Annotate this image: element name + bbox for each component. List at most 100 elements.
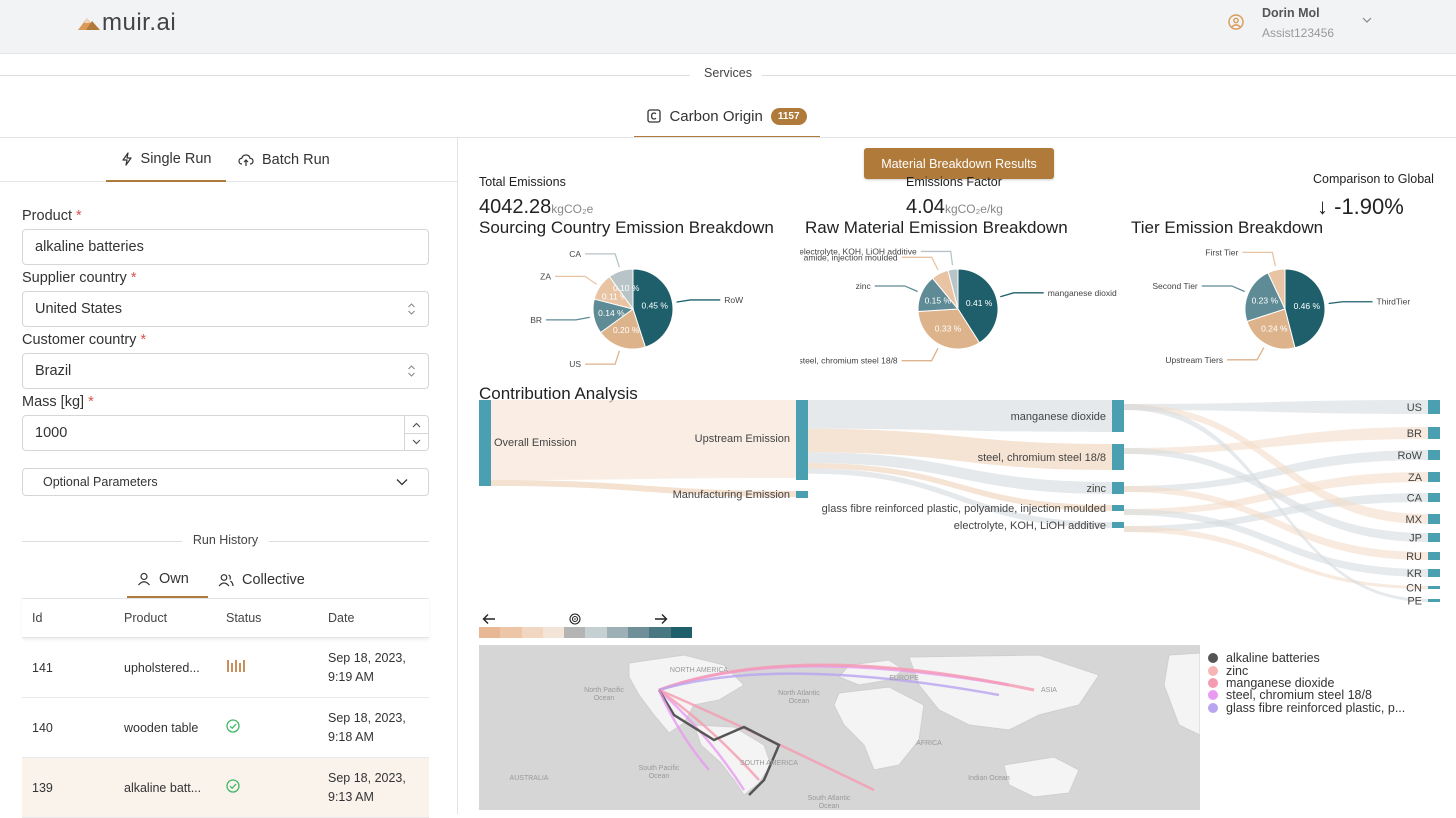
chevron-down-icon — [396, 479, 408, 486]
sort-arrows-icon — [408, 365, 415, 377]
color-scale-swatch — [606, 627, 629, 638]
map-label: North Atlantic Ocean — [778, 690, 820, 705]
sankey-node — [1112, 444, 1124, 470]
row-date: Sep 18, 2023, — [328, 650, 406, 665]
map-label: SOUTH AMERICA — [740, 760, 798, 767]
pie-slice-label: Upstream Tiers — [1165, 355, 1223, 365]
sankey-link — [808, 468, 1112, 528]
sankey-node — [1428, 599, 1440, 602]
sankey-node — [1428, 533, 1440, 542]
tab-carbon-origin[interactable]: Carbon Origin 1157 — [634, 96, 820, 138]
column-header-date[interactable]: Date — [328, 610, 355, 625]
sankey-link — [1124, 404, 1428, 524]
supplier-country-select[interactable]: United States — [22, 291, 429, 327]
product-input[interactable]: alkaline batteries — [22, 229, 429, 265]
sankey-link — [1124, 509, 1428, 577]
tier-pie-chart: 0.46 % ThirdTier 0.24 % Upstream Tiers 0.23 … — [1152, 247, 1411, 365]
column-header-product[interactable]: Product — [124, 611, 168, 625]
table-row[interactable]: 139 alkaline batt... Sep 18, 2023, 9:13 A… — [22, 758, 429, 818]
sankey-node — [479, 400, 491, 486]
pie-slice-label: manganese dioxid — [1048, 288, 1117, 298]
legend-item[interactable]: steel, chromium steel 18/8 — [1208, 688, 1405, 702]
sankey-link — [1124, 448, 1428, 542]
sankey-node-label: RU — [1406, 551, 1422, 563]
increment-button[interactable] — [405, 416, 428, 433]
emission-route-map[interactable]: NORTH AMERICA North Pacific Ocean North At… — [479, 645, 1200, 810]
legend-dot — [1208, 665, 1218, 676]
legend-item[interactable]: alkaline batteries — [1208, 651, 1405, 665]
table-row[interactable]: 141 upholstered... Sep 18, 2023, 9:19 AM — [22, 638, 429, 698]
sankey-node — [796, 400, 808, 480]
optional-parameters-toggle[interactable]: Optional Parameters — [22, 468, 429, 496]
color-scale — [479, 627, 692, 638]
row-time: 9:19 AM — [328, 669, 374, 684]
pie-slice-label: CA — [569, 249, 581, 259]
customer-country-select[interactable]: Brazil — [22, 353, 429, 389]
sankey-node — [1428, 552, 1440, 560]
arrow-right-icon[interactable] — [654, 613, 668, 625]
map-label: South Atlantic Ocean — [807, 795, 851, 810]
pie-slice-label: ThirdTier — [1377, 297, 1411, 307]
sankey-link — [1124, 427, 1428, 454]
color-scale-swatch — [542, 627, 565, 638]
table-row[interactable]: 140 wooden table Sep 18, 2023, 9:18 AM — [22, 698, 429, 758]
target-icon[interactable] — [569, 613, 581, 625]
column-header-id[interactable]: Id — [32, 611, 43, 625]
count-badge: 1157 — [770, 107, 807, 125]
mass-stepper[interactable] — [404, 415, 429, 451]
sankey-node-label: steel, chromium steel 18/8 — [978, 452, 1106, 464]
mass-input[interactable]: 1000 — [22, 415, 405, 451]
comparison-global-label: Comparison to Global — [1313, 172, 1434, 186]
decrement-button[interactable] — [405, 433, 428, 450]
map-label: ASIA — [1041, 687, 1057, 694]
run-history-divider: Run History — [22, 533, 429, 549]
legend-item[interactable]: manganese dioxide — [1208, 676, 1405, 690]
logo[interactable]: muir.ai — [78, 9, 176, 37]
run-tabs: Single Run Batch Run — [0, 138, 458, 182]
run-history-label: Run History — [192, 533, 259, 547]
table-header: Id Product Status Date — [22, 598, 429, 638]
column-header-status[interactable]: Status — [226, 611, 262, 625]
product-label: Product * — [22, 208, 82, 224]
sankey-node-label: Upstream Emission — [695, 433, 790, 445]
tab-own[interactable]: Own — [127, 562, 208, 598]
sankey-node-label: JP — [1409, 533, 1422, 545]
legend-item[interactable]: zinc — [1208, 664, 1405, 678]
mountain-icon — [78, 18, 100, 30]
services-label: Services — [704, 66, 752, 80]
row-product: upholstered... — [124, 660, 200, 675]
row-date: Sep 18, 2023, — [328, 770, 406, 785]
pie-slice-value: 0.15 % — [925, 295, 952, 305]
tab-own-label: Own — [159, 571, 189, 587]
pie-slice-value: 0.24 % — [1261, 323, 1288, 333]
sankey-node-label: glass fibre reinforced plastic, polyamid… — [822, 503, 1106, 515]
sankey-node-label: Overall Emission — [494, 437, 577, 449]
pie-slice-label: First Tier — [1205, 247, 1238, 257]
tab-batch-run[interactable]: Batch Run — [226, 138, 342, 182]
arrow-left-icon[interactable] — [482, 613, 496, 625]
user-menu[interactable]: Dorin Mol Assist123456 — [1228, 6, 1372, 40]
user-icon — [138, 572, 150, 586]
sourcing-country-chart-title: Sourcing Country Emission Breakdown — [479, 218, 774, 237]
tab-single-run[interactable]: Single Run — [106, 138, 226, 182]
mass-label: Mass [kg] * — [22, 394, 94, 410]
sankey-node — [1112, 400, 1124, 432]
tier-chart-title: Tier Emission Breakdown — [1131, 218, 1324, 237]
users-icon — [218, 574, 234, 587]
map-label: NORTH AMERICA — [669, 667, 729, 674]
pie-slice-label: BR — [530, 315, 542, 325]
legend-item[interactable]: glass fibre reinforced plastic, p... — [1208, 701, 1405, 715]
user-circle-icon — [1228, 14, 1244, 30]
pie-slice-value: 0.20 % — [613, 325, 640, 335]
sankey-link — [1124, 450, 1428, 492]
sankey-node-label: manganese dioxide — [1011, 411, 1106, 423]
tab-collective[interactable]: Collective — [208, 562, 315, 598]
chevron-down-icon[interactable] — [1362, 16, 1372, 24]
material-breakdown-results-button[interactable]: Material Breakdown Results — [864, 148, 1054, 179]
sankey-link — [808, 463, 1112, 511]
run-history-table: Id Product Status Date 141 upholstered..… — [22, 598, 429, 818]
pie-slice-value: 0.46 % — [1294, 301, 1321, 311]
services-divider: Services — [0, 66, 1456, 84]
customer-country-label: Customer country * — [22, 332, 147, 348]
sankey-node-label: CN — [1406, 583, 1422, 595]
